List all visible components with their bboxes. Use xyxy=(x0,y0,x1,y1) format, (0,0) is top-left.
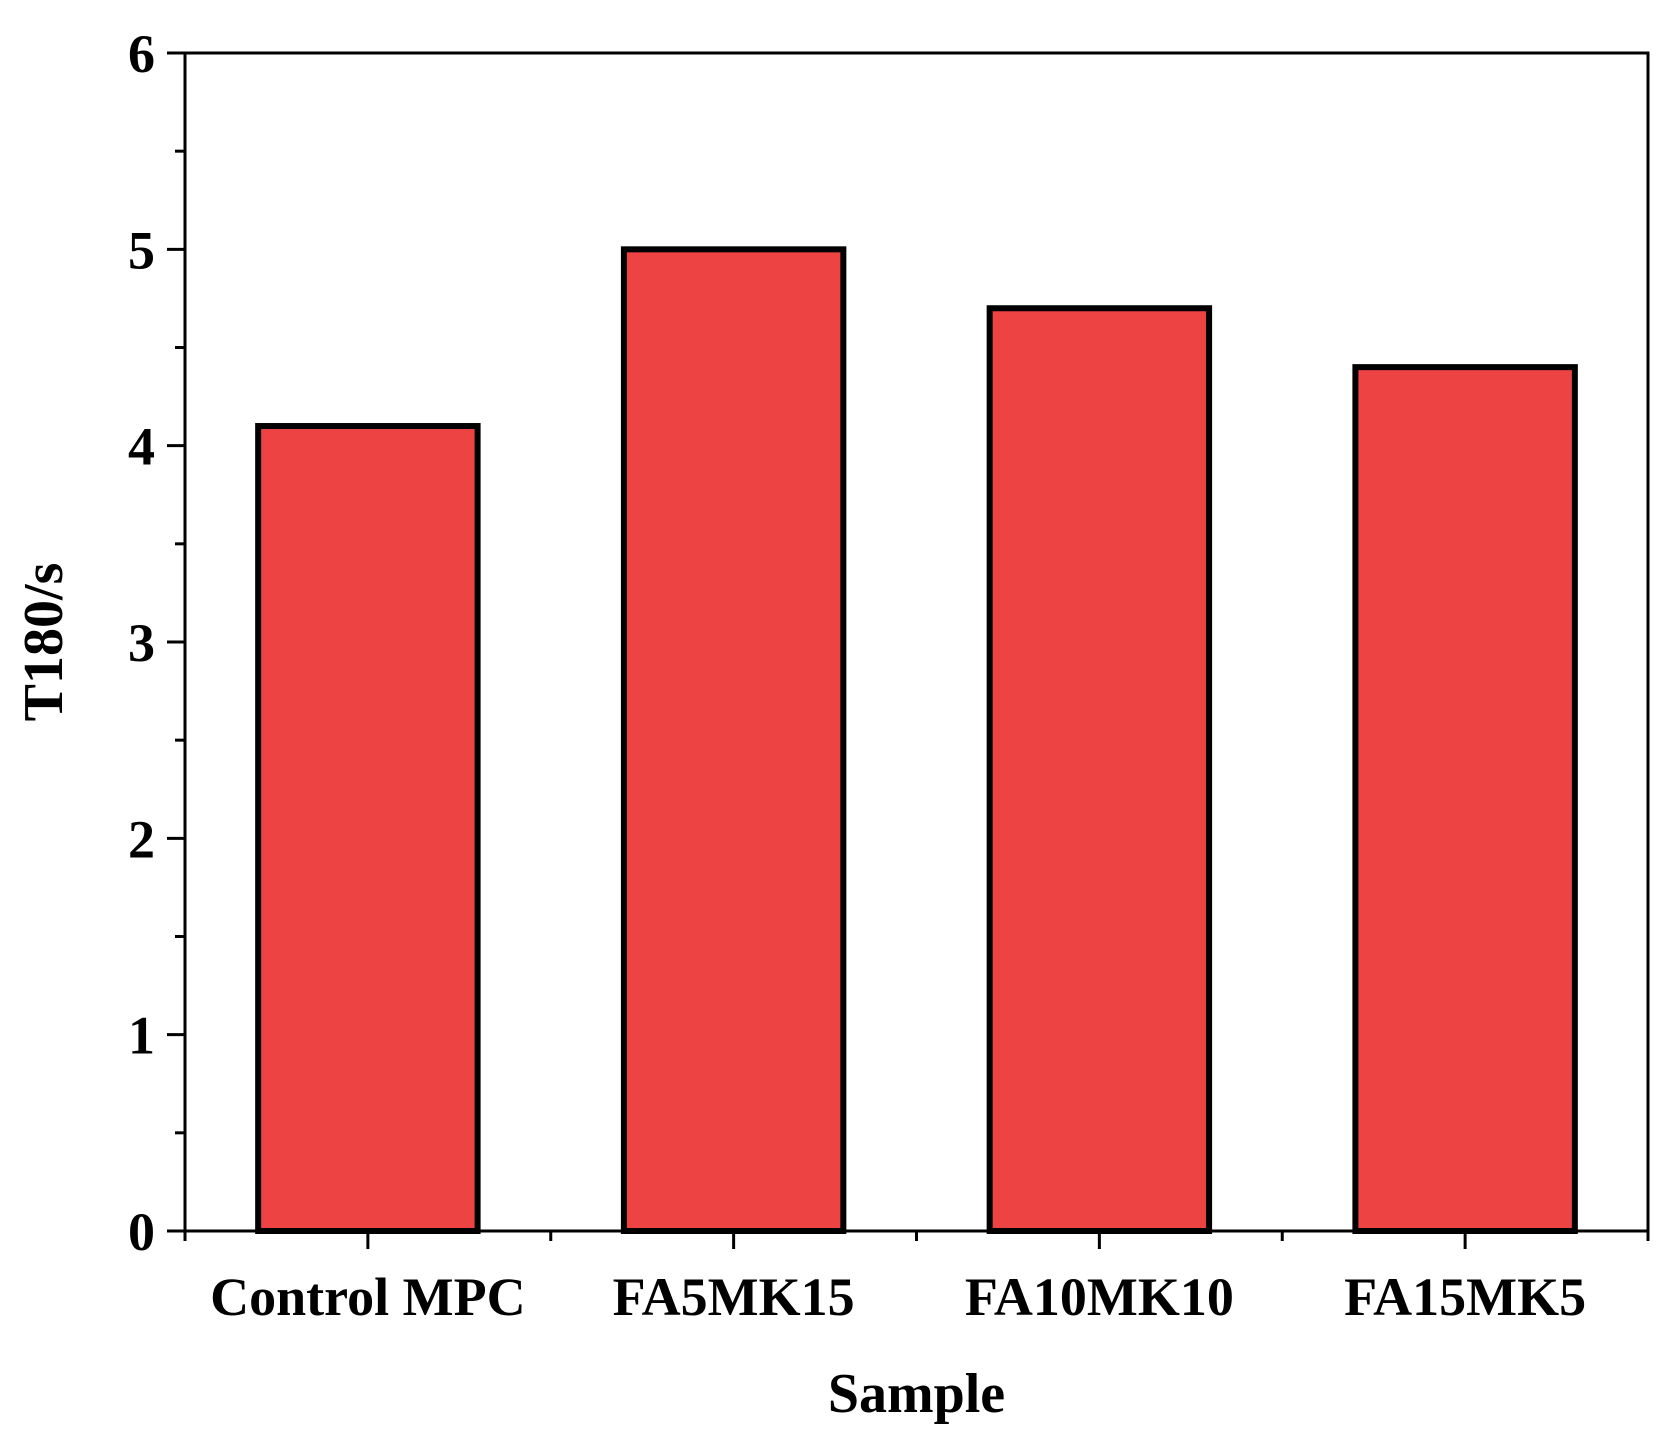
y-axis: 0 1 2 3 4 5 6 xyxy=(128,24,185,1262)
y-tick-label: 5 xyxy=(128,220,155,280)
y-tick-label: 1 xyxy=(128,1006,155,1066)
x-tick-label: Control MPC xyxy=(210,1267,525,1327)
bar xyxy=(255,423,481,1234)
y-tick-label: 2 xyxy=(128,809,155,869)
bar xyxy=(620,246,847,1235)
x-tick-label: FA15MK5 xyxy=(1344,1267,1586,1327)
bars-group xyxy=(255,246,1578,1235)
y-tick-label: 3 xyxy=(128,613,155,673)
x-axis-title: Sample xyxy=(828,1363,1005,1425)
y-axis-title: T180/s xyxy=(13,563,75,722)
x-axis: Control MPC FA5MK15 FA10MK10 FA15MK5 xyxy=(183,1231,1650,1327)
y-tick-label: 6 xyxy=(128,24,155,84)
y-tick-label: 0 xyxy=(128,1202,155,1262)
x-tick-label: FA10MK10 xyxy=(965,1267,1234,1327)
bar xyxy=(1352,364,1578,1234)
y-tick-label: 4 xyxy=(128,417,155,477)
bar xyxy=(986,305,1213,1234)
x-tick-label: FA5MK15 xyxy=(613,1267,855,1327)
